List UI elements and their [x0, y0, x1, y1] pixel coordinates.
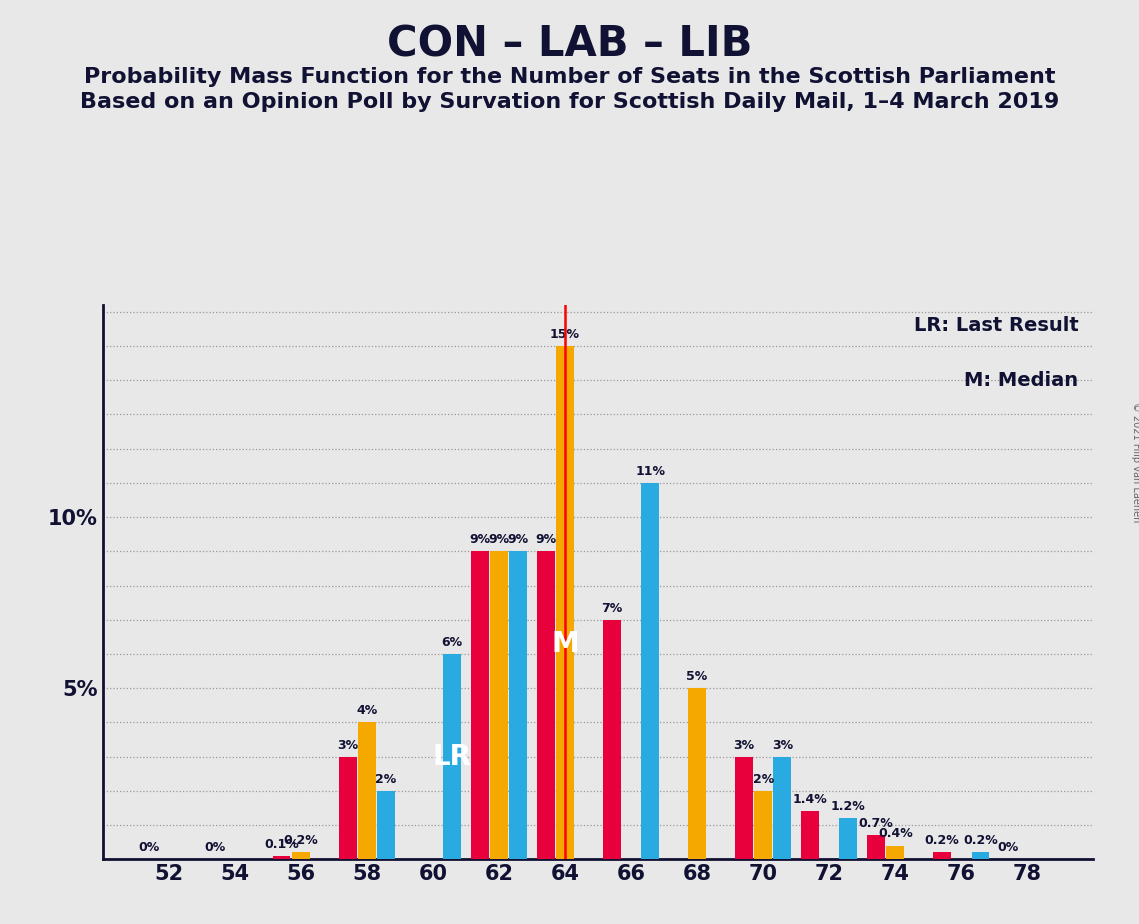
- Text: 9%: 9%: [508, 533, 528, 546]
- Text: 9%: 9%: [469, 533, 490, 546]
- Text: 0%: 0%: [205, 841, 227, 854]
- Bar: [641, 483, 659, 859]
- Bar: [358, 723, 376, 859]
- Text: 15%: 15%: [550, 328, 580, 341]
- Bar: [556, 346, 574, 859]
- Text: 9%: 9%: [535, 533, 556, 546]
- Text: 2%: 2%: [753, 772, 773, 785]
- Text: 0%: 0%: [139, 841, 161, 854]
- Text: M: Median: M: Median: [965, 371, 1079, 391]
- Bar: [867, 835, 885, 859]
- Bar: [377, 791, 395, 859]
- Text: 9%: 9%: [489, 533, 509, 546]
- Bar: [933, 853, 951, 859]
- Text: 5%: 5%: [687, 670, 707, 683]
- Bar: [735, 757, 753, 859]
- Text: 7%: 7%: [601, 602, 623, 614]
- Text: 1.2%: 1.2%: [831, 800, 866, 813]
- Text: CON – LAB – LIB: CON – LAB – LIB: [387, 23, 752, 65]
- Text: © 2021 Filip van Laenen: © 2021 Filip van Laenen: [1131, 402, 1139, 522]
- Text: LR: LR: [433, 743, 472, 771]
- Bar: [338, 757, 357, 859]
- Bar: [801, 811, 819, 859]
- Text: 3%: 3%: [734, 738, 754, 751]
- Text: 0.2%: 0.2%: [925, 834, 959, 847]
- Bar: [509, 552, 527, 859]
- Text: 1.4%: 1.4%: [793, 794, 827, 807]
- Bar: [292, 853, 310, 859]
- Bar: [688, 688, 706, 859]
- Text: LR: Last Result: LR: Last Result: [913, 316, 1079, 335]
- Text: 6%: 6%: [442, 636, 462, 649]
- Bar: [839, 819, 858, 859]
- Bar: [886, 845, 904, 859]
- Text: 4%: 4%: [357, 704, 377, 717]
- Bar: [490, 552, 508, 859]
- Text: 3%: 3%: [772, 738, 793, 751]
- Bar: [603, 620, 621, 859]
- Text: 0.1%: 0.1%: [264, 838, 298, 851]
- Text: Based on an Opinion Poll by Survation for Scottish Daily Mail, 1–4 March 2019: Based on an Opinion Poll by Survation fo…: [80, 92, 1059, 113]
- Bar: [773, 757, 792, 859]
- Text: 0%: 0%: [998, 841, 1019, 854]
- Bar: [470, 552, 489, 859]
- Text: 0.2%: 0.2%: [284, 834, 318, 847]
- Text: 0.2%: 0.2%: [964, 834, 998, 847]
- Text: 3%: 3%: [337, 738, 358, 751]
- Text: 0.4%: 0.4%: [878, 828, 912, 841]
- Bar: [443, 654, 461, 859]
- Text: M: M: [551, 630, 579, 658]
- Text: 2%: 2%: [375, 772, 396, 785]
- Bar: [536, 552, 555, 859]
- Text: 0.7%: 0.7%: [859, 817, 893, 831]
- Text: 11%: 11%: [636, 465, 665, 478]
- Bar: [272, 856, 290, 859]
- Bar: [754, 791, 772, 859]
- Text: Probability Mass Function for the Number of Seats in the Scottish Parliament: Probability Mass Function for the Number…: [84, 67, 1055, 87]
- Bar: [972, 853, 990, 859]
